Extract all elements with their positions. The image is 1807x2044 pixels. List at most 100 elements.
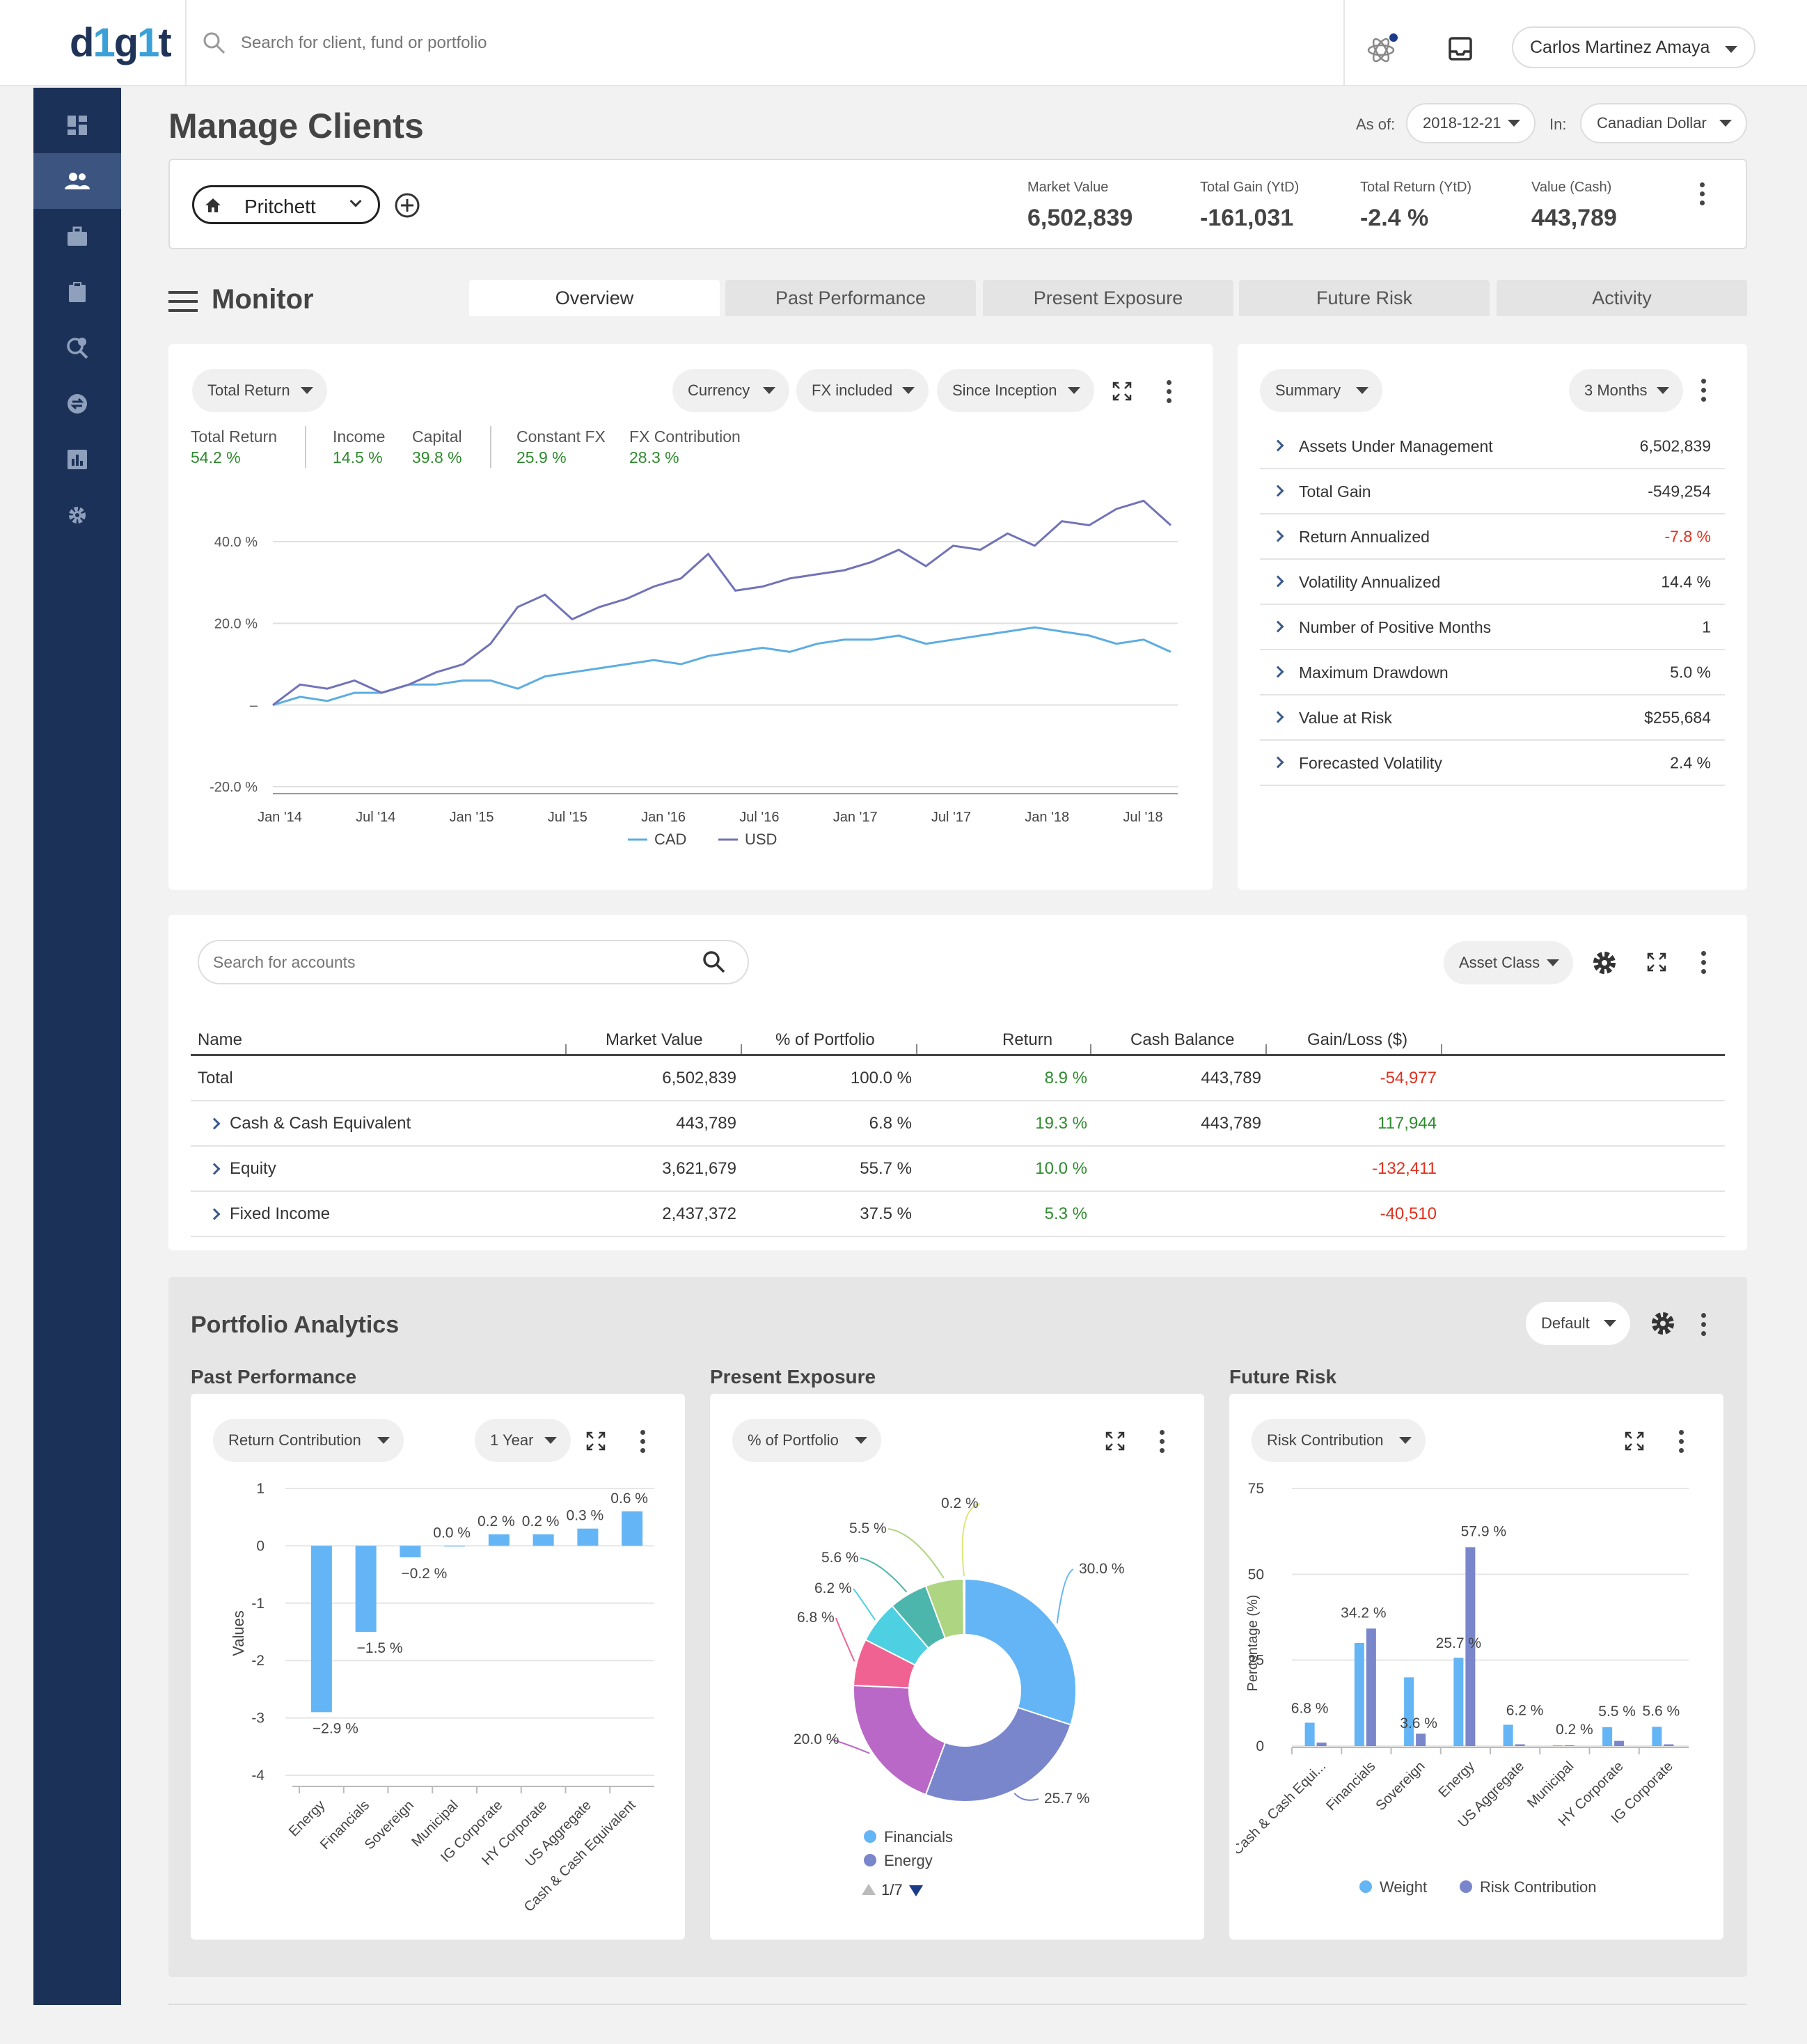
atom-notification-icon[interactable]: [1366, 32, 1400, 67]
y-tick-label: -20.0 %: [210, 780, 258, 795]
tab-present-exposure[interactable]: Present Exposure: [983, 280, 1233, 316]
user-menu-button[interactable]: Carlos Martinez Amaya: [1512, 26, 1755, 68]
expand-icon[interactable]: [1647, 952, 1666, 972]
sidebar-item-clients[interactable]: [33, 153, 121, 209]
sidebar-item-portfolios[interactable]: [33, 209, 121, 265]
past-metric-select[interactable]: Return Contribution: [213, 1419, 404, 1462]
kebab-menu-icon[interactable]: [1701, 1313, 1707, 1337]
summary-row[interactable]: Forecasted Volatility 2.4 %: [1260, 741, 1725, 786]
chevron-right-icon: [1272, 530, 1284, 542]
kebab-menu-icon[interactable]: [1679, 1430, 1684, 1454]
table-row[interactable]: Cash & Cash Equivalent 443,789 6.8 % 19.3 %…: [191, 1102, 1725, 1147]
chevron-right-icon[interactable]: [208, 1117, 221, 1130]
slice-leader-line: [1013, 1793, 1039, 1801]
gear-icon[interactable]: [1591, 950, 1618, 976]
sidebar-item-dashboard[interactable]: [33, 97, 121, 153]
gear-icon: [69, 507, 86, 524]
chevron-right-icon[interactable]: [208, 1208, 221, 1220]
fx-filter-select[interactable]: FX included: [796, 369, 929, 412]
divider: [490, 426, 491, 468]
expand-icon[interactable]: [1625, 1431, 1644, 1451]
hamburger-menu-icon[interactable]: [168, 291, 198, 312]
return-metric-select[interactable]: Total Return: [192, 369, 327, 412]
future-metric-value: Risk Contribution: [1267, 1431, 1384, 1449]
bar-data-label: 0.6 %: [610, 1491, 648, 1507]
caret-down-icon: [544, 1437, 557, 1444]
column-header-market-value[interactable]: Market Value: [606, 1030, 703, 1049]
column-header-pct-portfolio[interactable]: % of Portfolio: [775, 1030, 875, 1049]
sidebar-item-transfers[interactable]: [33, 376, 121, 432]
currency-filter-select[interactable]: Currency: [672, 369, 789, 412]
legend-prev-icon: [862, 1884, 876, 1895]
summary-row[interactable]: Assets Under Management 6,502,839: [1260, 425, 1725, 469]
summary-row[interactable]: Value at Risk $255,684: [1260, 696, 1725, 741]
summary-row[interactable]: Number of Positive Months 1: [1260, 606, 1725, 650]
analytics-preset-select[interactable]: Default: [1526, 1302, 1630, 1345]
tab-overview[interactable]: Overview: [469, 280, 720, 316]
period-filter-select[interactable]: Since Inception: [937, 369, 1094, 412]
bar-chart-icon: [68, 450, 87, 469]
x-tick-label: Energy: [286, 1798, 328, 1839]
kebab-menu-icon[interactable]: [1701, 379, 1707, 402]
column-divider: [1265, 1044, 1267, 1054]
donut-slice: [962, 1578, 965, 1636]
column-header-return[interactable]: Return: [1002, 1030, 1053, 1049]
summary-row[interactable]: Total Gain -549,254: [1260, 470, 1725, 514]
kebab-menu-icon[interactable]: [640, 1430, 646, 1454]
summary-select[interactable]: Summary: [1260, 369, 1382, 412]
app-logo[interactable]: d1g1t: [70, 19, 172, 66]
tab-future-risk[interactable]: Future Risk: [1239, 280, 1490, 316]
summary-row-label: Assets Under Management: [1299, 437, 1493, 455]
summary-row[interactable]: Volatility Annualized 14.4 %: [1260, 560, 1725, 605]
as-of-date-select[interactable]: 2018-12-21: [1406, 103, 1536, 143]
client-select[interactable]: Pritchett: [192, 185, 380, 224]
bar-data-label: 3.6 %: [1400, 1715, 1437, 1731]
kebab-menu-icon[interactable]: [1701, 951, 1707, 975]
donut-slice: [964, 1578, 1077, 1726]
inbox-icon[interactable]: [1448, 36, 1473, 61]
add-client-icon[interactable]: [394, 192, 420, 219]
column-header-name[interactable]: Name: [198, 1030, 243, 1049]
expand-icon[interactable]: [1105, 1431, 1125, 1451]
caret-down-icon: [301, 387, 313, 394]
future-metric-select[interactable]: Risk Contribution: [1252, 1419, 1426, 1462]
sidebar-item-tasks[interactable]: [33, 265, 121, 320]
gear-icon[interactable]: [1650, 1310, 1676, 1337]
analytics-title: Portfolio Analytics: [191, 1312, 400, 1338]
bar-weight: [1304, 1722, 1315, 1746]
logo-text: 1: [93, 20, 115, 65]
summary-row-value: 6,502,839: [1639, 437, 1711, 455]
expand-icon[interactable]: [1112, 382, 1132, 401]
sidebar-item-research[interactable]: [33, 320, 121, 376]
summary-row-value: $255,684: [1644, 708, 1711, 727]
group-by-select[interactable]: Asset Class: [1444, 941, 1573, 984]
kpi-value: -2.4 %: [1360, 205, 1429, 231]
column-header-cash-balance[interactable]: Cash Balance: [1130, 1030, 1235, 1049]
kebab-menu-icon[interactable]: [1700, 182, 1705, 206]
column-header-gain-loss[interactable]: Gain/Loss ($): [1307, 1030, 1408, 1049]
tab-activity[interactable]: Activity: [1497, 280, 1747, 316]
x-tick-label: Jul '15: [548, 810, 587, 825]
past-period-select[interactable]: 1 Year: [475, 1419, 571, 1462]
search-icon[interactable]: [702, 950, 727, 975]
summary-period-select[interactable]: 3 Months: [1569, 369, 1683, 412]
expand-icon[interactable]: [586, 1431, 606, 1451]
chevron-right-icon: [1272, 485, 1284, 497]
slice-leader-line: [887, 1528, 945, 1579]
table-row[interactable]: Equity 3,621,679 55.7 % 10.0 % -132,411: [191, 1147, 1725, 1192]
present-metric-select[interactable]: % of Portfolio: [732, 1419, 881, 1462]
kebab-menu-icon[interactable]: [1167, 380, 1172, 404]
summary-row[interactable]: Return Annualized -7.8 %: [1260, 515, 1725, 560]
account-search-input[interactable]: [213, 950, 665, 975]
slice-leader-line: [832, 1739, 870, 1754]
tab-past-performance[interactable]: Past Performance: [725, 280, 976, 316]
currency-select[interactable]: Canadian Dollar: [1580, 103, 1747, 143]
sidebar-item-reports[interactable]: [33, 432, 121, 487]
global-search-input[interactable]: [241, 28, 1285, 58]
legend-swatch: [1359, 1880, 1372, 1893]
table-row[interactable]: Fixed Income 2,437,372 37.5 % 5.3 % -40,510: [191, 1193, 1725, 1237]
chevron-right-icon[interactable]: [208, 1163, 221, 1175]
summary-row[interactable]: Maximum Drawdown 5.0 %: [1260, 651, 1725, 695]
kebab-menu-icon[interactable]: [1160, 1430, 1165, 1454]
sidebar-item-settings[interactable]: [33, 487, 121, 543]
